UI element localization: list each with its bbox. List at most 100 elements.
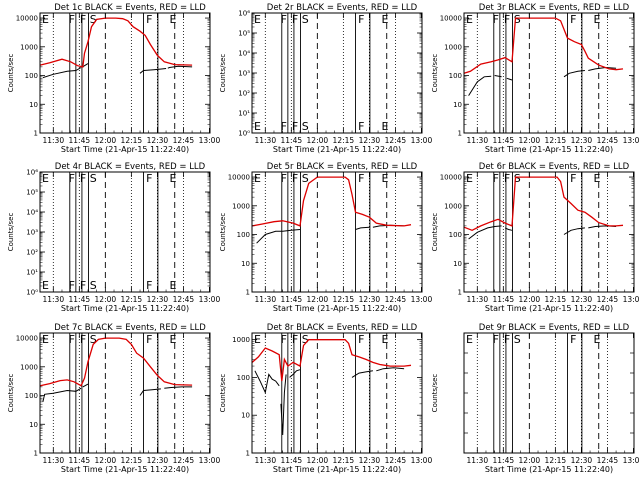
interval-marker-label: F xyxy=(69,13,75,26)
y-tick-label: 10² xyxy=(238,90,250,98)
x-axis-label: Start Time (21-Apr-15 11:22:40) xyxy=(273,465,401,474)
plot-frame xyxy=(463,332,635,454)
interval-marker-label: F xyxy=(69,333,75,346)
y-tick-label: 10⁰ xyxy=(26,289,38,297)
x-tick-label: 11:30 xyxy=(466,456,488,465)
events-series-line xyxy=(351,370,373,378)
x-tick-label: 11:30 xyxy=(254,456,276,465)
x-tick-label: 12:45 xyxy=(597,456,619,465)
y-tick-label: 10000 xyxy=(16,335,38,343)
interval-marker-label: E xyxy=(594,172,601,185)
x-tick-label: 11:45 xyxy=(69,136,91,145)
interval-marker-label: E xyxy=(382,120,389,133)
x-tick-label: 12:00 xyxy=(307,456,329,465)
interval-marker-label: F xyxy=(493,13,499,26)
interval-marker-label: F xyxy=(358,172,364,185)
chart-title: Det 3r BLACK = Events, RED = LLD xyxy=(479,3,630,13)
interval-marker-label: F xyxy=(69,279,75,292)
y-tick-label: 1000 xyxy=(444,43,462,51)
chart-title: Det 1c BLACK = Events, RED = LLD xyxy=(54,3,206,13)
y-tick-label: 100 xyxy=(25,392,38,400)
x-tick-label: 12:30 xyxy=(147,136,169,145)
x-tick-label: 12:45 xyxy=(385,295,407,304)
interval-marker-label: F xyxy=(292,13,298,26)
x-tick-label: 12:30 xyxy=(147,456,169,465)
interval-marker-label: E xyxy=(382,13,389,26)
plot-frame xyxy=(39,171,211,293)
x-tick-label: 12:30 xyxy=(147,295,169,304)
interval-marker-label: S xyxy=(302,172,309,185)
events-series-line xyxy=(139,388,161,396)
y-tick-label: 100 xyxy=(449,72,462,80)
interval-marker-label: F xyxy=(358,333,364,346)
y-tick-label: 1 xyxy=(458,289,462,297)
interval-marker-label: E xyxy=(42,13,49,26)
x-tick-label: 11:30 xyxy=(42,136,64,145)
events-series-line xyxy=(139,68,167,74)
interval-marker-label: E xyxy=(170,13,177,26)
plot-frame xyxy=(39,12,211,134)
x-tick-label: 12:15 xyxy=(121,136,143,145)
interval-marker-label: F xyxy=(146,279,152,292)
interval-marker-label: S xyxy=(302,333,309,346)
interval-marker-label: E xyxy=(254,13,261,26)
events-series-line xyxy=(164,386,193,389)
y-tick-label: 1 xyxy=(246,450,250,458)
x-tick-label: 12:45 xyxy=(597,295,619,304)
y-tick-label: 10² xyxy=(26,249,38,257)
plot-frame xyxy=(463,171,635,293)
y-tick-label: 10³ xyxy=(26,229,38,237)
y-tick-label: 100 xyxy=(449,231,462,239)
x-tick-label: 12:00 xyxy=(519,136,541,145)
interval-marker-label: E xyxy=(382,333,389,346)
y-axis-label: Counts/sec xyxy=(219,374,227,413)
x-tick-label: 11:30 xyxy=(466,295,488,304)
interval-marker-label: S xyxy=(514,333,521,346)
x-tick-label: 12:00 xyxy=(519,295,541,304)
interval-marker-label: F xyxy=(281,333,287,346)
x-tick-label: 11:45 xyxy=(493,456,515,465)
x-tick-label: 11:30 xyxy=(254,295,276,304)
interval-marker-label: F xyxy=(80,13,86,26)
x-tick-label: 12:30 xyxy=(359,456,381,465)
lld-series-line xyxy=(251,339,412,382)
x-tick-label: 13:00 xyxy=(199,136,221,145)
events-series-line xyxy=(355,226,370,230)
interval-marker-label: F xyxy=(504,333,510,346)
interval-marker-label: E xyxy=(42,279,49,292)
y-tick-label: 1000 xyxy=(20,363,38,371)
y-axis-label: Counts/sec xyxy=(219,54,227,93)
x-tick-label: 12:45 xyxy=(385,456,407,465)
x-tick-label: 12:45 xyxy=(173,456,195,465)
x-tick-label: 12:00 xyxy=(95,456,117,465)
interval-marker-label: E xyxy=(466,13,473,26)
interval-marker-label: F xyxy=(493,172,499,185)
y-tick-label: 10 xyxy=(29,421,38,429)
interval-marker-label: F xyxy=(281,172,287,185)
x-tick-label: 12:00 xyxy=(519,456,541,465)
plot-frame xyxy=(251,12,423,134)
x-tick-label: 11:45 xyxy=(281,295,303,304)
interval-marker-label: S xyxy=(90,13,97,26)
y-axis-label: Counts/sec xyxy=(431,54,439,93)
y-tick-label: 10⁰ xyxy=(238,130,250,138)
x-tick-label: 12:30 xyxy=(571,295,593,304)
x-tick-label: 12:15 xyxy=(545,136,567,145)
interval-marker-label: E xyxy=(170,279,177,292)
y-tick-label: 10⁴ xyxy=(26,209,38,217)
y-tick-label: 10³ xyxy=(238,70,250,78)
interval-marker-label: F xyxy=(570,13,576,26)
interval-marker-label: S xyxy=(514,13,521,26)
interval-marker-label: F xyxy=(358,120,364,133)
y-axis-label: Counts/sec xyxy=(7,374,15,413)
interval-marker-label: E xyxy=(170,333,177,346)
interval-marker-label: F xyxy=(292,120,298,133)
interval-marker-label: F xyxy=(493,333,499,346)
x-tick-label: 12:45 xyxy=(597,136,619,145)
interval-marker-label: E xyxy=(42,333,49,346)
